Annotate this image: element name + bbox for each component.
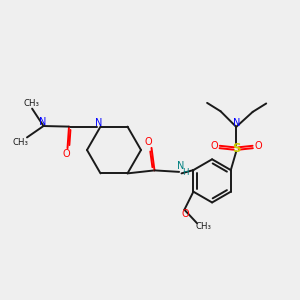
Text: O: O <box>211 141 218 151</box>
Text: O: O <box>62 148 70 159</box>
Text: CH₃: CH₃ <box>196 222 211 231</box>
Text: CH₃: CH₃ <box>23 99 40 108</box>
Text: N: N <box>177 161 184 172</box>
Text: N: N <box>95 118 103 128</box>
Text: O: O <box>144 137 152 148</box>
Text: CH₃: CH₃ <box>12 138 28 147</box>
Text: N: N <box>232 118 240 128</box>
Text: O: O <box>181 209 189 219</box>
Text: O: O <box>254 141 262 151</box>
Text: S: S <box>232 142 241 155</box>
Text: N: N <box>39 117 46 128</box>
Text: H: H <box>182 168 189 177</box>
